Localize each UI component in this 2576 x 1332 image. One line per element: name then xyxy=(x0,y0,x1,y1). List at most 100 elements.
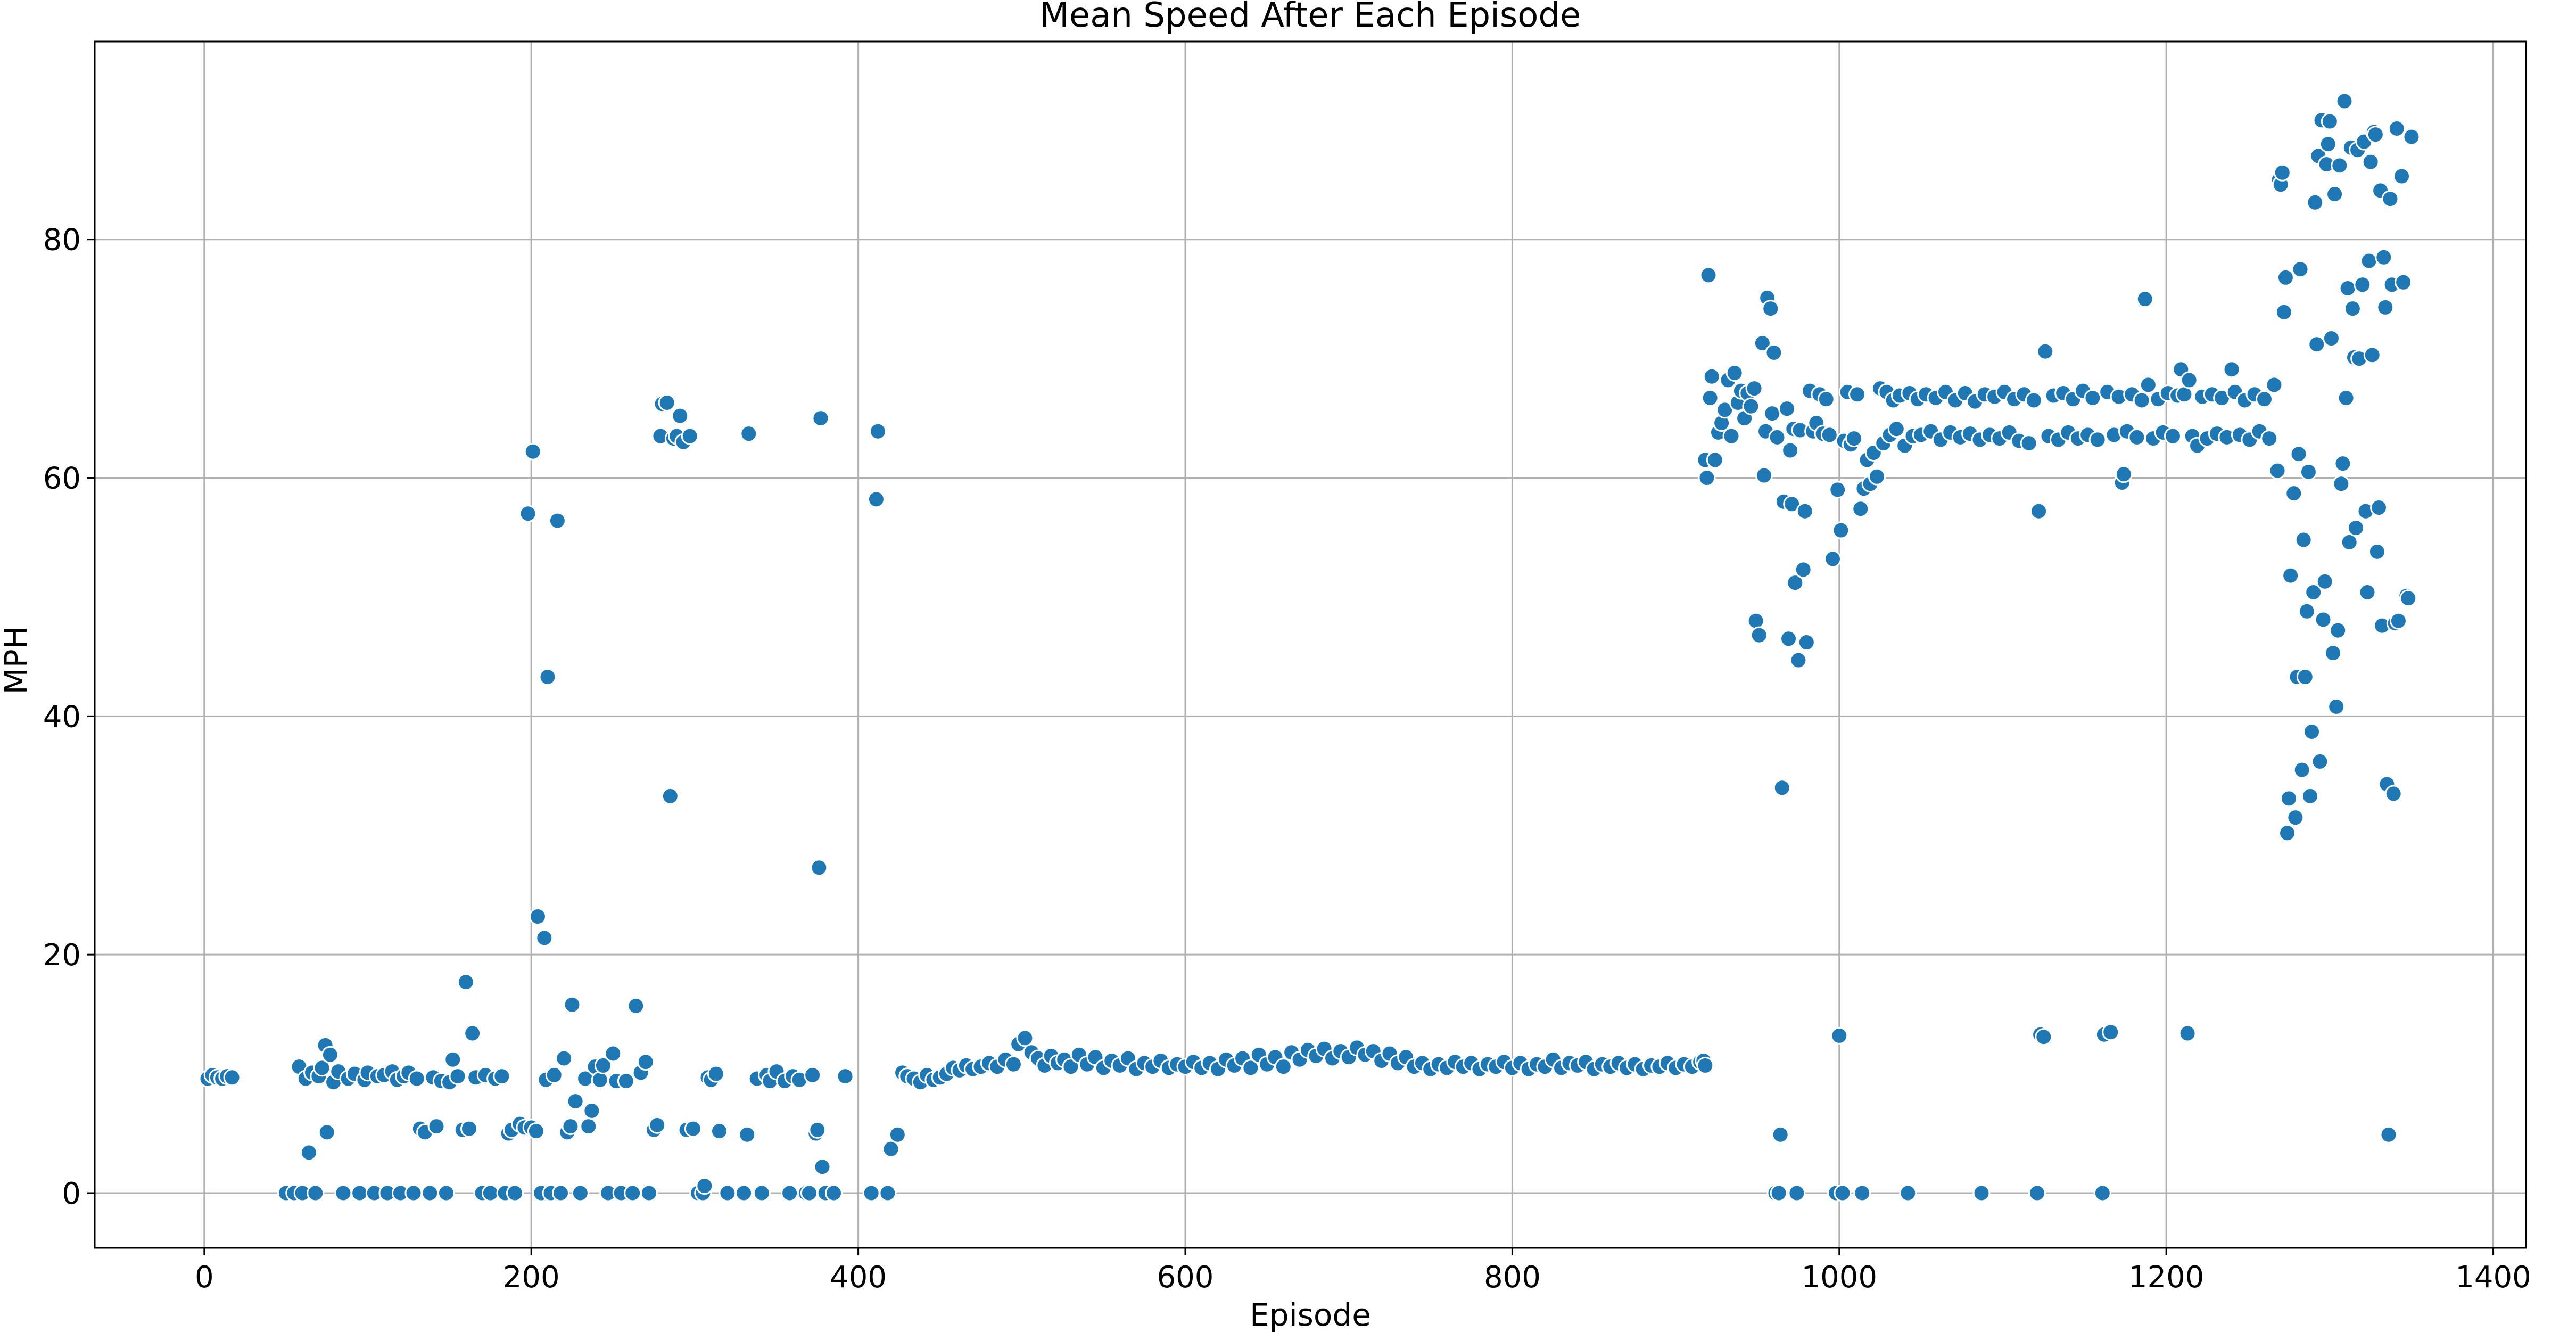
data-point xyxy=(810,859,828,877)
data-point xyxy=(800,1184,818,1202)
data-point xyxy=(2280,790,2298,808)
data-point xyxy=(2260,430,2278,448)
x-tick-label: 400 xyxy=(830,1260,887,1295)
data-point xyxy=(1797,634,1815,652)
y-tick-label: 20 xyxy=(43,938,81,973)
data-point xyxy=(580,1117,598,1136)
data-point xyxy=(658,393,676,412)
data-point xyxy=(2316,572,2334,590)
data-point xyxy=(2360,252,2378,270)
data-point xyxy=(2319,135,2337,153)
data-point xyxy=(1817,390,1835,408)
data-point xyxy=(1753,334,1771,352)
data-point xyxy=(719,1184,737,1202)
data-point xyxy=(2276,268,2294,286)
data-point xyxy=(1832,521,1850,539)
data-point xyxy=(1768,428,1786,446)
data-point xyxy=(2354,276,2372,294)
data-point xyxy=(1762,300,1780,318)
data-point xyxy=(2347,519,2365,537)
data-point xyxy=(1725,364,1744,382)
data-point xyxy=(2339,279,2357,297)
data-point xyxy=(481,1184,499,1202)
data-point xyxy=(1745,380,1763,398)
data-point xyxy=(2363,346,2381,364)
data-point xyxy=(2291,260,2309,278)
data-point xyxy=(1755,466,1773,484)
y-tick-label: 60 xyxy=(43,462,81,496)
data-point xyxy=(1789,651,1807,669)
data-point xyxy=(535,929,554,947)
data-point xyxy=(2306,193,2324,211)
data-point xyxy=(1848,385,1867,404)
data-point xyxy=(2180,371,2198,389)
data-point xyxy=(2399,589,2417,607)
data-point xyxy=(594,1056,612,1074)
data-point xyxy=(1722,427,1740,445)
data-point xyxy=(2025,391,2043,409)
data-point xyxy=(2332,475,2350,493)
data-point xyxy=(2340,533,2358,551)
data-point xyxy=(2308,335,2326,353)
grid xyxy=(95,42,2526,1248)
data-point xyxy=(555,1049,573,1067)
data-point xyxy=(2395,273,2413,291)
axis-ticks: 0 200 400 600 800 1000 1200 1400 0 20 40 60 80 xyxy=(43,223,2531,1295)
data-point xyxy=(223,1068,241,1087)
data-point xyxy=(2337,389,2355,407)
data-point xyxy=(735,1184,753,1202)
data-point xyxy=(421,1184,439,1202)
data-point xyxy=(2311,752,2329,770)
data-point xyxy=(524,442,542,461)
data-point xyxy=(627,997,645,1015)
data-point xyxy=(2301,787,2319,805)
y-axis-label: MPH xyxy=(0,626,34,695)
data-point xyxy=(583,1102,601,1120)
data-point xyxy=(2268,462,2286,480)
data-point xyxy=(2290,445,2308,463)
data-point xyxy=(740,425,758,443)
data-point xyxy=(2278,824,2296,842)
x-tick-label: 1400 xyxy=(2455,1260,2531,1295)
data-point xyxy=(2293,761,2311,779)
data-point xyxy=(2296,668,2314,686)
data-point xyxy=(2255,390,2273,408)
data-point xyxy=(2133,391,2151,409)
data-point xyxy=(334,1184,352,1202)
data-point xyxy=(562,1117,580,1136)
x-axis-label: Episode xyxy=(1250,1297,1371,1332)
data-point xyxy=(2321,112,2339,130)
data-point xyxy=(427,1117,445,1136)
data-point xyxy=(408,1070,426,1088)
data-point xyxy=(1796,502,1814,520)
data-point xyxy=(661,787,679,805)
data-point xyxy=(2368,542,2386,561)
data-point xyxy=(527,1122,545,1140)
data-point xyxy=(571,1184,589,1202)
data-point xyxy=(2285,484,2303,503)
data-point xyxy=(1016,1029,1034,1047)
data-point xyxy=(812,409,830,427)
data-point xyxy=(1778,400,1796,418)
data-point xyxy=(2384,785,2402,803)
data-point xyxy=(813,1158,831,1176)
data-point xyxy=(539,668,557,686)
data-point xyxy=(1834,1184,1852,1202)
data-point xyxy=(1887,420,1905,438)
data-point xyxy=(781,1184,799,1202)
data-point xyxy=(2115,465,2133,483)
data-point xyxy=(1750,626,1768,644)
data-point xyxy=(2343,300,2362,318)
data-point xyxy=(1742,397,1760,415)
data-point xyxy=(1004,1055,1022,1073)
data-point xyxy=(506,1184,524,1202)
data-point xyxy=(2324,644,2342,662)
data-point xyxy=(460,1120,478,1138)
y-tick-label: 80 xyxy=(43,223,81,258)
data-point xyxy=(617,1072,635,1090)
data-point xyxy=(2389,612,2407,630)
data-point xyxy=(604,1045,622,1063)
data-point xyxy=(1820,426,1838,444)
y-tick-label: 0 xyxy=(62,1177,81,1211)
data-point xyxy=(867,490,885,508)
